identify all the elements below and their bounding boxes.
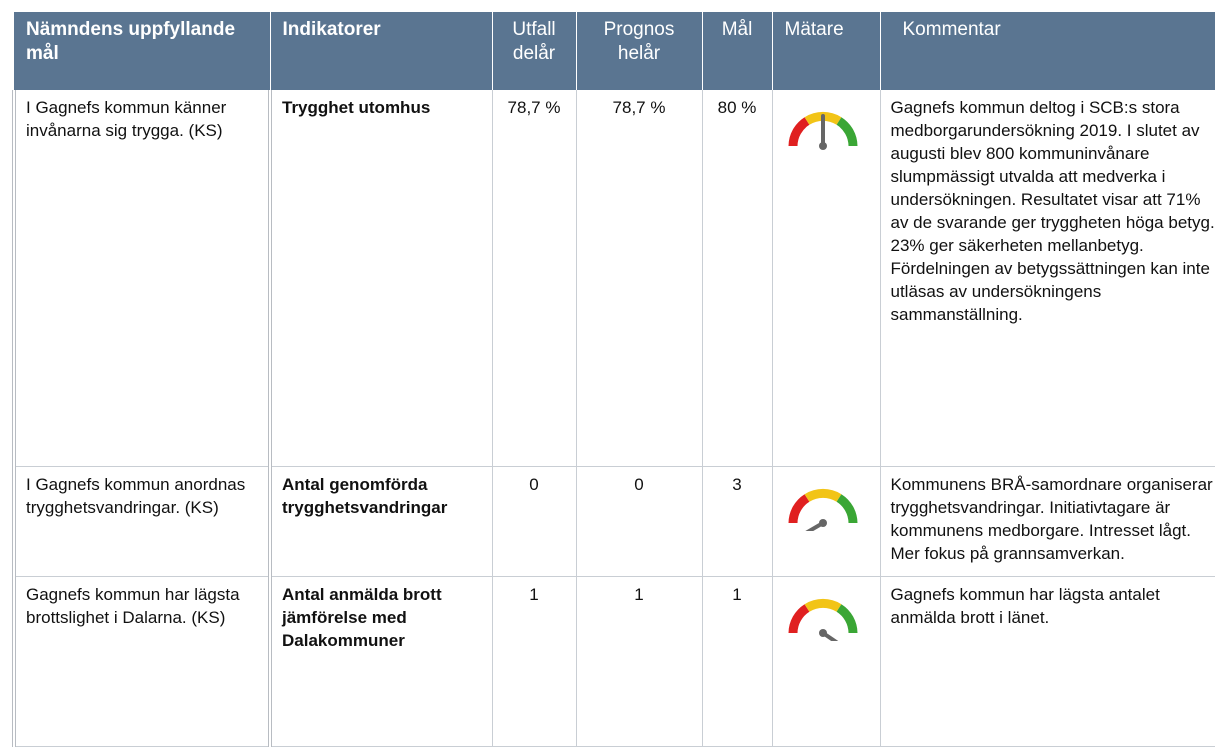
outcome-cell: 78,7 % bbox=[492, 90, 577, 467]
indicator-cell: Antal anmälda brott jämförelse med Dalak… bbox=[268, 576, 493, 747]
header-cell: Prognos helår bbox=[576, 12, 703, 90]
indicator-cell: Trygghet utomhus bbox=[268, 90, 493, 467]
header-cell: Indikatorer bbox=[270, 12, 493, 90]
header-cell: Mätare bbox=[772, 12, 881, 90]
forecast-cell: 0 bbox=[576, 466, 703, 577]
header-row: Nämndens uppfyllande mål Indikatorer Utf… bbox=[14, 12, 1215, 90]
outcome-cell: 1 bbox=[492, 576, 577, 747]
indicator-cell: Antal genomförda trygghetsvandringar bbox=[268, 466, 493, 577]
comment-cell: Kommunens BRÅ-samordnare organiserar try… bbox=[880, 466, 1215, 577]
header-cell: Mål bbox=[702, 12, 773, 90]
goal-cell: I Gagnefs kommun känner invånarna sig tr… bbox=[12, 90, 271, 467]
header-cell: Kommentar bbox=[880, 12, 1215, 90]
goal-cell: Gagnefs kommun har lägsta brottslighet i… bbox=[12, 576, 271, 747]
gauge-cell bbox=[772, 466, 881, 577]
gauge-cell bbox=[772, 90, 881, 467]
table-row: Gagnefs kommun har lägsta brottslighet i… bbox=[12, 576, 1215, 747]
table-row: I Gagnefs kommun känner invånarna sig tr… bbox=[12, 90, 1215, 467]
goal-cell: I Gagnefs kommun anordnas trygghetsvandr… bbox=[12, 466, 271, 577]
outcome-cell: 0 bbox=[492, 466, 577, 577]
table-row: I Gagnefs kommun anordnas trygghetsvandr… bbox=[12, 466, 1215, 577]
target-cell: 3 bbox=[702, 466, 773, 577]
comment-cell: Gagnefs kommun deltog i SCB:s stora medb… bbox=[880, 90, 1215, 467]
goal-table: Nämndens uppfyllande mål Indikatorer Utf… bbox=[12, 12, 1215, 747]
gauge-icon bbox=[788, 111, 857, 150]
forecast-cell: 1 bbox=[576, 576, 703, 747]
target-cell: 1 bbox=[702, 576, 773, 747]
gauge-icon bbox=[788, 488, 857, 539]
header-cell: Utfall delår bbox=[492, 12, 577, 90]
comment-cell: Gagnefs kommun har lägsta antalet anmäld… bbox=[880, 576, 1215, 747]
table-body: I Gagnefs kommun känner invånarna sig tr… bbox=[12, 90, 1215, 747]
header-cell: Nämndens uppfyllande mål bbox=[14, 12, 271, 90]
target-cell: 80 % bbox=[702, 90, 773, 467]
gauge-icon bbox=[788, 598, 857, 650]
forecast-cell: 78,7 % bbox=[576, 90, 703, 467]
gauge-cell bbox=[772, 576, 881, 747]
